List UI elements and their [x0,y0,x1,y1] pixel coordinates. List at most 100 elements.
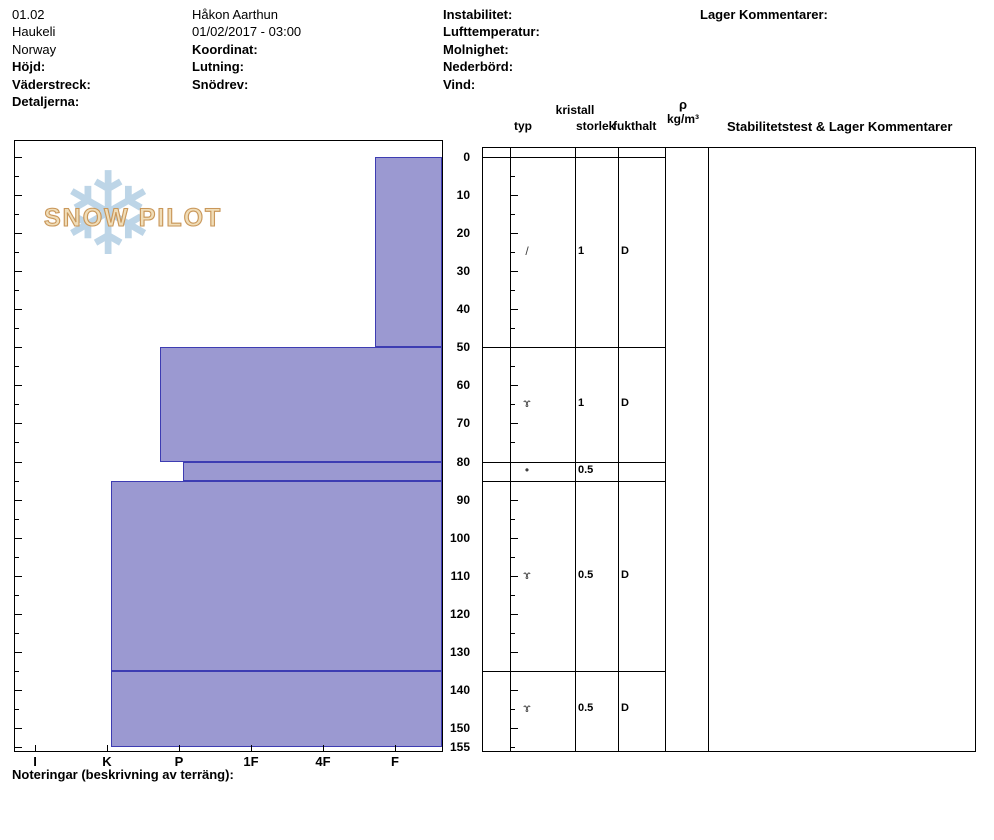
depth-label: 80 [456,454,470,469]
observation-datetime: 01/02/2017 - 03:00 [192,24,302,40]
grain-type-symbol: ɤ [523,567,531,582]
hardness-axis-label: K [102,754,112,769]
terrain-notes-label: Noteringar (beskrivning av terräng): [12,767,234,782]
table-depth-tick [511,252,515,254]
depth-label: 30 [456,264,470,279]
hardness-tick [35,745,36,751]
chart-depth-tick [15,575,22,577]
chart-depth-tick [15,708,19,710]
table-depth-tick [511,708,515,710]
grain-type-symbol: / [525,244,529,259]
chart-depth-tick [15,670,19,672]
depth-label: 155 [449,740,470,754]
chart-depth-tick [15,252,19,254]
layer-boundary-line [482,480,665,482]
table-depth-tick [511,632,515,634]
table-depth-tick [511,233,518,235]
table-depth-tick [511,309,518,311]
depth-label: 100 [449,530,470,545]
table-depth-tick [511,727,518,729]
pit-number: 01.02 [12,7,45,22]
fukthalt-header: fukthalt [613,119,657,133]
table-depth-tick [511,214,515,216]
chart-depth-tick [15,613,22,615]
hardness-tick [323,745,324,751]
chart-depth-tick [15,442,19,444]
depth-label: 140 [449,682,470,697]
table-depth-tick [511,499,518,501]
chart-depth-tick [15,347,22,349]
table-depth-tick [511,423,518,425]
grain-type-symbol: ɤ [523,396,531,411]
table-depth-tick [511,195,518,197]
slope-angle-label: Lutning: [192,59,244,75]
observer-name: Håkon Aarthun [192,7,279,22]
chart-depth-tick [15,747,22,748]
table-depth-tick [511,461,518,463]
aspect-label: Väderstreck: [12,76,91,92]
table-column-line [708,147,709,752]
snow-layer-bar [111,670,442,747]
hardness-tick [251,745,252,751]
chart-depth-tick [15,727,22,729]
coordinates-label: Koordinat: [192,41,258,57]
header-column-comments: Lager Kommentarer: [700,6,828,23]
hardness-axis-label: I [33,754,37,769]
cloudiness-label: Molnighet: [443,41,509,57]
table-depth-tick [511,404,515,406]
moisture-value: D [621,245,629,258]
chart-depth-tick [15,328,19,330]
grain-size-value: 0.5 [578,701,594,714]
depth-label: 20 [456,226,470,241]
table-depth-tick [511,613,518,615]
snow-layer-bar [374,157,442,348]
table-column-line [575,147,576,752]
hardness-axis-label: P [174,754,184,769]
chart-depth-tick [15,271,22,273]
chart-depth-tick [15,480,19,482]
grain-size-value: 0.5 [578,464,594,477]
snowflake-logo-icon: ❄ [60,148,157,282]
chart-depth-tick [15,632,19,634]
density-rho-header: ρ [679,97,688,112]
chart-depth-tick [15,195,22,197]
depth-label: 90 [456,492,470,507]
chart-depth-tick [15,499,22,501]
hardness-tick [107,745,108,751]
table-depth-tick [511,480,515,482]
depth-label: 0 [463,150,470,164]
hardness-tick [179,745,180,751]
table-depth-tick [511,347,518,349]
stability-comments-header: Stabilitetstest & Lager Kommentarer [727,119,953,134]
hardness-tick [395,745,396,751]
depth-label: 40 [456,302,470,317]
crystal-table [482,147,976,752]
table-depth-tick [511,176,515,178]
table-depth-tick [511,689,518,691]
table-depth-tick [511,651,518,653]
depth-label: 120 [449,606,470,621]
layer-comments-label: Lager Kommentarer: [700,7,828,22]
depth-label: 70 [456,416,470,431]
chart-depth-tick [15,461,22,463]
table-depth-tick [511,271,518,273]
chart-depth-tick [15,290,19,292]
header-column-location: 01.02 Haukeli Norway Höjd: Väderstreck: … [12,6,91,110]
table-depth-tick [511,594,515,596]
kristall-header: kristall [555,103,595,117]
table-depth-tick [511,366,515,368]
moisture-value: D [621,701,629,714]
drifting-snow-label: Snödrev: [192,76,249,92]
header-column-observer: Håkon Aarthun 01/02/2017 - 03:00 Koordin… [192,6,301,93]
storlek-header: storlek [576,119,616,133]
depth-label: 50 [456,340,470,355]
table-depth-tick [511,556,515,558]
table-depth-tick [511,290,515,292]
chart-depth-tick [15,556,19,558]
hardness-axis-label: 4F [315,754,331,769]
chart-depth-tick [15,176,19,178]
details-label: Detaljerna: [12,94,80,110]
table-depth-tick [511,157,518,158]
elevation-label: Höjd: [12,59,46,75]
table-depth-tick [511,747,515,748]
